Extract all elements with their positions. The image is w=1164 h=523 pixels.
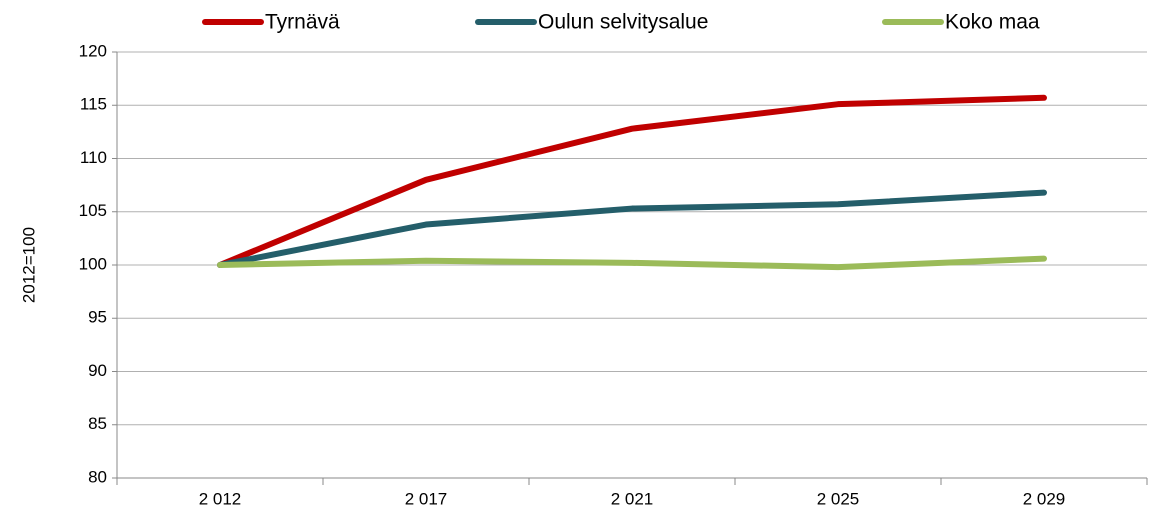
y-tick-label: 110 (80, 148, 107, 167)
y-tick-label: 80 (88, 467, 107, 486)
y-tick-label: 120 (79, 41, 107, 60)
series-line (217, 189, 1047, 268)
series-line (217, 255, 1047, 271)
y-tick-label: 105 (79, 201, 107, 220)
y-tick-label: 90 (88, 361, 107, 380)
x-tick-label: 2 021 (611, 489, 654, 508)
legend-label: Oulun selvitysalue (538, 11, 708, 34)
x-tick-label: 2 025 (817, 489, 860, 508)
y-tick-label: 115 (80, 95, 107, 114)
y-tick-label: 100 (79, 254, 107, 273)
legend-label: Koko maa (945, 11, 1040, 34)
y-axis-label: 2012=100 (19, 227, 38, 303)
y-tick-label: 85 (88, 414, 107, 433)
series-line (217, 94, 1047, 268)
x-tick-label: 2 017 (405, 489, 448, 508)
x-tick-label: 2 029 (1023, 489, 1066, 508)
y-tick-label: 95 (88, 308, 107, 327)
x-tick-label: 2 012 (199, 489, 242, 508)
legend-label: Tyrnävä (265, 11, 340, 34)
